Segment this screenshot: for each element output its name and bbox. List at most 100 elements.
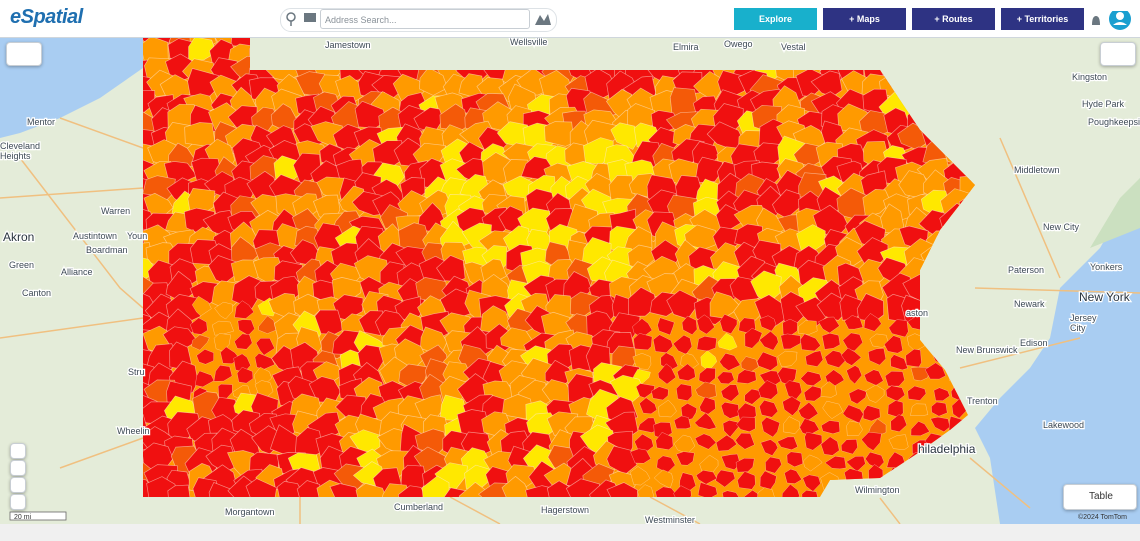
territory[interactable] xyxy=(782,396,802,416)
territory[interactable] xyxy=(890,354,909,371)
territory[interactable] xyxy=(694,412,717,430)
territory[interactable] xyxy=(196,349,214,365)
territory[interactable] xyxy=(716,371,735,385)
territory[interactable] xyxy=(676,383,693,401)
territory[interactable] xyxy=(818,316,840,334)
territory[interactable] xyxy=(715,434,738,452)
territory[interactable] xyxy=(777,350,798,368)
territory[interactable] xyxy=(761,416,781,438)
territory[interactable] xyxy=(756,487,776,504)
territory[interactable] xyxy=(910,420,930,437)
territory[interactable] xyxy=(888,319,909,338)
zoom-in[interactable] xyxy=(10,477,26,493)
territory[interactable] xyxy=(805,350,824,367)
territory[interactable] xyxy=(720,453,741,470)
territory[interactable] xyxy=(930,416,951,433)
territory[interactable] xyxy=(194,370,215,388)
zoom-search[interactable] xyxy=(10,443,26,459)
territory[interactable] xyxy=(719,313,738,335)
territory[interactable] xyxy=(501,475,532,505)
territory[interactable] xyxy=(820,436,840,456)
search-tools[interactable] xyxy=(285,11,317,27)
territory[interactable] xyxy=(784,468,803,484)
territory[interactable] xyxy=(634,433,654,452)
territory[interactable] xyxy=(890,414,908,433)
territory[interactable] xyxy=(121,409,149,438)
territory[interactable] xyxy=(651,386,669,401)
territory[interactable] xyxy=(869,333,890,348)
territory[interactable] xyxy=(126,89,156,117)
territory[interactable] xyxy=(296,480,325,507)
territory[interactable] xyxy=(862,405,881,422)
territory[interactable] xyxy=(924,362,947,380)
territory[interactable] xyxy=(884,371,905,387)
territory[interactable] xyxy=(933,387,951,401)
territory[interactable] xyxy=(800,333,821,352)
territory[interactable] xyxy=(245,478,277,505)
territory[interactable] xyxy=(888,434,909,451)
territory[interactable] xyxy=(765,456,782,474)
territory[interactable] xyxy=(632,353,652,370)
territory[interactable] xyxy=(824,455,847,470)
territory[interactable] xyxy=(184,122,216,147)
territory[interactable] xyxy=(777,436,799,451)
territory[interactable] xyxy=(627,286,657,317)
territory[interactable] xyxy=(821,332,841,350)
territory[interactable] xyxy=(630,448,652,464)
territory[interactable] xyxy=(673,415,691,430)
territory[interactable] xyxy=(146,476,177,505)
territory[interactable] xyxy=(697,482,718,498)
territory[interactable] xyxy=(676,363,696,381)
territory[interactable] xyxy=(760,439,779,456)
territory[interactable] xyxy=(822,400,844,420)
territory[interactable] xyxy=(744,327,763,349)
territory[interactable] xyxy=(258,315,277,334)
territory[interactable] xyxy=(780,333,801,350)
territory[interactable] xyxy=(191,334,210,351)
territory[interactable] xyxy=(673,485,692,503)
territory[interactable] xyxy=(694,156,723,184)
territory[interactable] xyxy=(842,332,863,352)
territory[interactable] xyxy=(635,383,655,399)
territory[interactable] xyxy=(276,481,307,505)
territory[interactable] xyxy=(639,397,658,415)
territory[interactable] xyxy=(840,439,858,455)
territory[interactable] xyxy=(783,416,801,434)
territory[interactable] xyxy=(907,385,927,401)
user-controls[interactable] xyxy=(1089,11,1139,35)
territory[interactable] xyxy=(378,483,412,511)
territory[interactable] xyxy=(759,315,777,332)
territory[interactable] xyxy=(722,490,740,506)
territory[interactable] xyxy=(633,333,653,351)
territory[interactable] xyxy=(658,399,677,418)
territories-button[interactable]: + Territories xyxy=(1001,8,1084,30)
territory[interactable] xyxy=(736,369,757,384)
territory[interactable] xyxy=(910,403,929,416)
territory[interactable] xyxy=(236,366,254,384)
territory[interactable] xyxy=(719,352,741,371)
territory[interactable] xyxy=(699,396,716,415)
route-icon[interactable] xyxy=(534,11,552,27)
territory[interactable] xyxy=(717,332,738,351)
territory[interactable] xyxy=(720,384,740,402)
search-input[interactable]: Address Search... xyxy=(320,9,530,29)
explore-button[interactable]: Explore xyxy=(734,8,817,30)
territory[interactable] xyxy=(803,454,823,472)
territory[interactable] xyxy=(419,67,448,96)
territory[interactable] xyxy=(637,417,658,433)
territory[interactable] xyxy=(421,475,450,508)
territory[interactable] xyxy=(397,485,430,515)
territory[interactable] xyxy=(863,313,882,332)
territory[interactable] xyxy=(696,336,717,352)
routes-button[interactable]: + Routes xyxy=(912,8,995,30)
territory[interactable] xyxy=(655,486,678,503)
territory[interactable] xyxy=(803,385,823,402)
territory[interactable] xyxy=(167,484,192,512)
territory[interactable] xyxy=(861,431,882,451)
territory[interactable] xyxy=(188,38,217,62)
territory[interactable] xyxy=(329,483,364,512)
locate[interactable] xyxy=(10,460,26,476)
territory[interactable] xyxy=(804,431,823,451)
territory[interactable] xyxy=(797,320,818,335)
territory[interactable] xyxy=(759,330,779,351)
